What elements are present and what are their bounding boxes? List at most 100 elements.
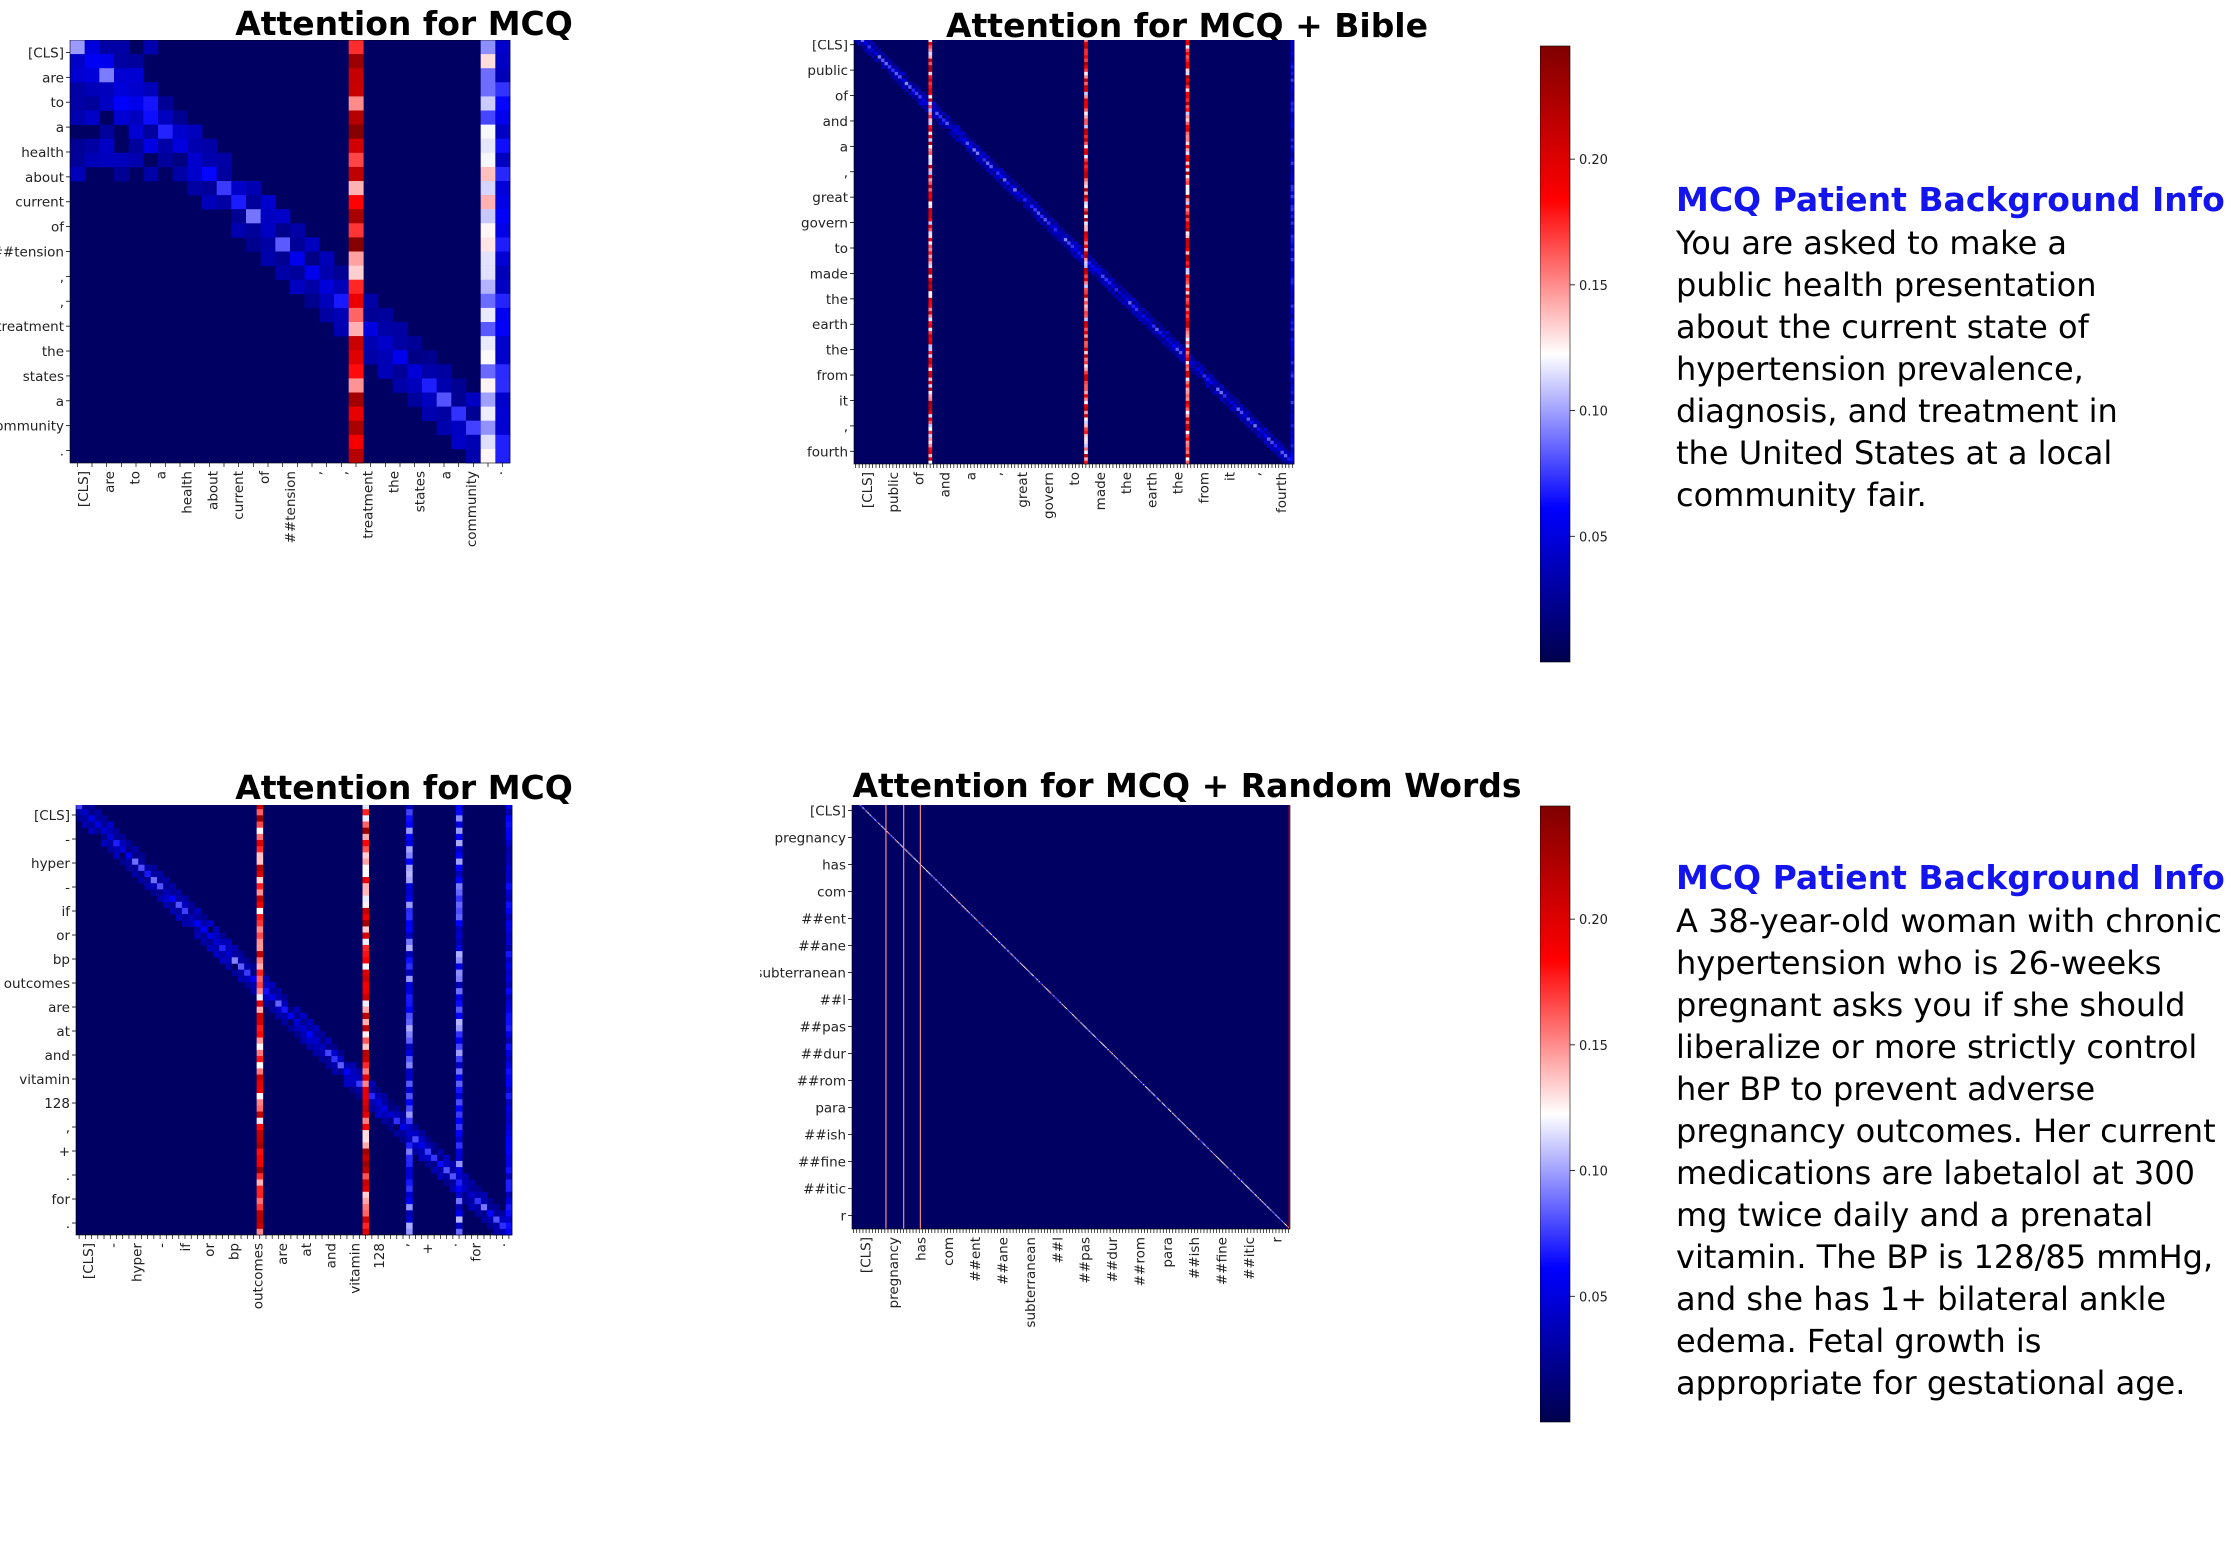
x-tick-label: fourth bbox=[1274, 472, 1290, 513]
heatmap-cell bbox=[505, 969, 513, 977]
heatmap-cell bbox=[318, 1037, 326, 1044]
heatmap-cell bbox=[928, 98, 933, 103]
heatmap-cell bbox=[1232, 1172, 1234, 1174]
heatmap-cell bbox=[455, 815, 463, 822]
heatmap-cell bbox=[969, 141, 973, 146]
heatmap-cell bbox=[150, 883, 158, 890]
info-line: the United States at a local bbox=[1676, 434, 2113, 472]
heatmap-cell bbox=[1290, 158, 1295, 162]
heatmap-cell bbox=[487, 1216, 494, 1223]
heatmap-cell bbox=[1273, 440, 1278, 445]
heatmap-cell bbox=[928, 344, 933, 348]
heatmap-cell bbox=[1018, 961, 1021, 963]
heatmap-cell bbox=[169, 895, 176, 903]
heatmap-cell bbox=[128, 82, 144, 97]
heatmap-cell bbox=[1141, 314, 1146, 319]
heatmap-cell bbox=[969, 913, 972, 915]
heatmap-cell bbox=[928, 41, 933, 46]
heatmap-cell bbox=[1079, 1021, 1081, 1023]
heatmap-cell bbox=[1185, 61, 1190, 66]
heatmap-cell bbox=[348, 392, 364, 407]
x-tick-label: ##tension bbox=[283, 471, 299, 543]
y-tick-label: and bbox=[823, 114, 848, 130]
heatmap-cell bbox=[1163, 1104, 1166, 1106]
heatmap-cell bbox=[505, 957, 513, 964]
heatmap-cell bbox=[455, 1210, 463, 1217]
heatmap-cell bbox=[1239, 414, 1244, 418]
heatmap-cell bbox=[1276, 1215, 1278, 1217]
heatmap-cell bbox=[1063, 241, 1068, 245]
heatmap-cell bbox=[928, 454, 933, 458]
heatmap-cell bbox=[1182, 1123, 1184, 1125]
heatmap-cell bbox=[928, 324, 933, 329]
heatmap-cell bbox=[1185, 311, 1190, 315]
heatmap-cell bbox=[1090, 257, 1095, 262]
heatmap-cell bbox=[1000, 943, 1002, 945]
heatmap-cell bbox=[100, 815, 108, 822]
heatmap-cell bbox=[256, 1049, 264, 1057]
heatmap-cell bbox=[495, 406, 511, 421]
heatmap-cell bbox=[466, 392, 481, 407]
heatmap-cell bbox=[1115, 1057, 1118, 1059]
heatmap-cell bbox=[1222, 387, 1227, 392]
heatmap-cell bbox=[1205, 1145, 1207, 1147]
heatmap-cell bbox=[1087, 254, 1092, 259]
heatmap-cell bbox=[908, 81, 912, 86]
heatmap-cell bbox=[306, 1019, 313, 1026]
heatmap-cell bbox=[881, 61, 885, 66]
heatmap-cell bbox=[1222, 397, 1227, 402]
heatmap-cell bbox=[975, 918, 977, 920]
heatmap-cell bbox=[505, 1197, 513, 1205]
heatmap-column bbox=[919, 805, 921, 1229]
heatmap-cell bbox=[928, 65, 933, 69]
heatmap-cell bbox=[362, 932, 370, 940]
heatmap-cell bbox=[406, 951, 413, 958]
heatmap-cell bbox=[437, 1148, 444, 1156]
heatmap-cell bbox=[169, 907, 176, 915]
heatmap-cell bbox=[881, 65, 885, 69]
heatmap-cell bbox=[156, 895, 164, 903]
heatmap-cell bbox=[387, 1117, 394, 1125]
heatmap-cell bbox=[928, 410, 933, 415]
heatmap-cell bbox=[1121, 1062, 1123, 1064]
heatmap-cell bbox=[436, 378, 452, 393]
heatmap-cell bbox=[1185, 291, 1190, 295]
heatmap-cell bbox=[928, 367, 933, 372]
heatmap-cell bbox=[334, 279, 349, 295]
heatmap-cell bbox=[172, 124, 188, 139]
heatmap-cell bbox=[225, 957, 233, 964]
heatmap-cell bbox=[864, 41, 868, 46]
y-tick-label: para bbox=[815, 1101, 846, 1117]
x-tick-label: current bbox=[231, 471, 247, 520]
heatmap-cell bbox=[119, 846, 127, 853]
colorbar-tick-label: 0.05 bbox=[1579, 530, 1608, 545]
heatmap-cell bbox=[1107, 1049, 1109, 1051]
heatmap-cell bbox=[431, 1160, 438, 1168]
heatmap-cell bbox=[938, 121, 943, 126]
heatmap-cell bbox=[1185, 447, 1190, 452]
heatmap-cell bbox=[986, 168, 990, 172]
heatmap-cell bbox=[1084, 400, 1088, 405]
heatmap-cell bbox=[982, 151, 987, 156]
heatmap-cell bbox=[940, 884, 942, 886]
heatmap-cell bbox=[1185, 380, 1190, 385]
heatmap-cell bbox=[1043, 986, 1046, 988]
heatmap-cell bbox=[1067, 248, 1071, 252]
heatmap-cell bbox=[912, 856, 914, 858]
heatmap-cell bbox=[312, 1049, 320, 1057]
heatmap-cell bbox=[493, 1222, 500, 1230]
heatmap-cell bbox=[406, 1197, 413, 1205]
x-tick-label: made bbox=[1093, 472, 1109, 510]
heatmap-cell bbox=[1219, 397, 1224, 402]
heatmap-cell bbox=[474, 1210, 482, 1217]
heatmap-cell bbox=[392, 350, 408, 365]
heatmap-cell bbox=[1070, 251, 1075, 255]
heatmap-cell bbox=[406, 901, 413, 909]
heatmap-cell bbox=[972, 916, 975, 918]
info-line: appropriate for gestational age. bbox=[1676, 1364, 2186, 1402]
heatmap-cell bbox=[1165, 331, 1170, 335]
heatmap-cell bbox=[1253, 420, 1258, 425]
heatmap-cell bbox=[378, 336, 393, 351]
heatmap-cell bbox=[132, 858, 139, 866]
heatmap-cell bbox=[412, 1123, 419, 1131]
